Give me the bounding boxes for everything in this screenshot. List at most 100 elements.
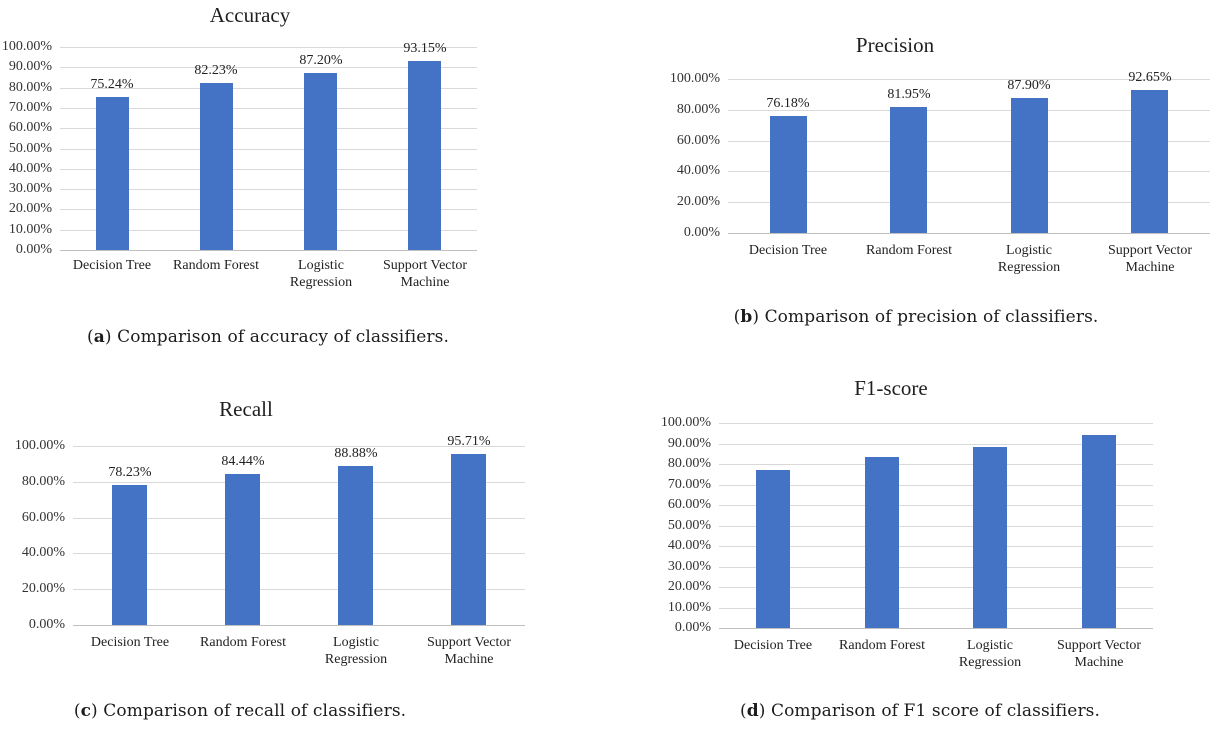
gridline [73, 589, 525, 590]
gridline [60, 149, 477, 150]
caption-paren-open: ( [87, 327, 94, 347]
caption-panel-letter: d [746, 701, 759, 721]
gridline [60, 67, 477, 68]
gridline [728, 171, 1210, 172]
bar-support-vector-machine [1131, 90, 1168, 233]
bar-decision-tree [756, 470, 790, 628]
chart-title: Recall [219, 397, 273, 421]
y-axis-tick-label: 70.00% [8, 100, 52, 115]
y-axis-tick-label: 40.00% [676, 163, 720, 178]
gridline [73, 482, 525, 483]
y-axis-tick-label: 30.00% [8, 181, 52, 196]
subfigure-caption-d: (d) Comparison of F1 score of classifier… [610, 700, 1220, 722]
gridline [719, 526, 1153, 527]
y-axis-tick-label: 80.00% [667, 456, 711, 471]
bar-support-vector-machine [408, 61, 441, 250]
gridline [60, 250, 477, 251]
bar-logistic-regression [1011, 98, 1048, 233]
y-axis-tick-label: 0.00% [674, 620, 711, 635]
gridline [728, 202, 1210, 203]
y-axis-tick-label: 90.00% [667, 436, 711, 451]
gridline [728, 233, 1210, 234]
y-axis-tick-label: 0.00% [683, 225, 720, 240]
caption-panel-letter: a [93, 327, 105, 347]
gridline [60, 209, 477, 210]
data-label: 95.71% [447, 434, 491, 449]
bar-random-forest [890, 107, 927, 233]
gridline [60, 189, 477, 190]
gridline [719, 587, 1153, 588]
caption-paren-close: ) [91, 701, 104, 721]
data-label: 87.90% [1007, 78, 1051, 93]
data-label: 84.44% [221, 454, 265, 469]
caption-paren-close: ) [104, 327, 118, 347]
caption-text: Comparison of recall of classifiers. [103, 701, 407, 721]
x-axis-category-label: Decision Tree [72, 258, 152, 273]
caption-paren-close: ) [758, 701, 771, 721]
chart-title: Precision [855, 33, 935, 57]
gridline [719, 423, 1153, 424]
gridline [719, 464, 1153, 465]
gridline [60, 108, 477, 109]
caption-paren-open: ( [73, 701, 81, 721]
bar-decision-tree [96, 97, 129, 250]
x-axis-category-label: Logistic Regression [958, 638, 1022, 670]
x-axis-category-label: Random Forest [866, 243, 952, 258]
bar-support-vector-machine [451, 454, 486, 625]
x-axis-category-label: Logistic Regression [324, 635, 388, 667]
gridline [719, 546, 1153, 547]
y-axis-tick-label: 0.00% [15, 242, 52, 257]
caption-paren-open: ( [733, 307, 741, 327]
bar-random-forest [200, 83, 233, 250]
caption-panel-letter: c [80, 701, 92, 721]
chart-title: F1-score [854, 376, 928, 400]
bar-logistic-regression [304, 73, 337, 250]
gridline [719, 628, 1153, 629]
gridline [728, 79, 1210, 80]
gridline [73, 553, 525, 554]
caption-text: Comparison of F1 score of classifiers. [770, 701, 1100, 721]
y-axis-tick-label: 60.00% [676, 133, 720, 148]
bar-decision-tree [770, 116, 807, 233]
caption-paren-open: ( [739, 701, 747, 721]
y-axis-tick-label: 50.00% [667, 518, 711, 533]
data-label: 76.18% [766, 96, 810, 111]
gridline [73, 625, 525, 626]
y-axis-tick-label: 40.00% [21, 545, 65, 560]
bar-random-forest [225, 474, 260, 625]
caption-paren-close: ) [752, 307, 765, 327]
bar-logistic-regression [338, 466, 373, 625]
gridline [719, 505, 1153, 506]
y-axis-tick-label: 100.00% [660, 415, 711, 430]
x-axis-category-label: Decision Tree [90, 635, 170, 650]
y-axis-tick-label: 100.00% [1, 39, 52, 54]
data-label: 78.23% [108, 465, 152, 480]
gridline [728, 110, 1210, 111]
x-axis-category-label: Support Vector Machine [426, 635, 512, 667]
y-axis-tick-label: 10.00% [8, 222, 52, 237]
gridline [719, 608, 1153, 609]
y-axis-tick-label: 60.00% [21, 510, 65, 525]
gridline [73, 518, 525, 519]
caption-text: Comparison of accuracy of classifiers. [117, 327, 449, 347]
gridline [719, 567, 1153, 568]
y-axis-tick-label: 80.00% [21, 474, 65, 489]
data-label: 92.65% [1128, 70, 1172, 85]
data-label: 93.15% [403, 41, 447, 56]
y-axis-tick-label: 90.00% [8, 59, 52, 74]
subfigure-caption-c: (c) Comparison of recall of classifiers. [0, 700, 550, 722]
chart-title: Accuracy [209, 3, 291, 27]
y-axis-tick-label: 10.00% [667, 600, 711, 615]
y-axis-tick-label: 50.00% [8, 141, 52, 156]
x-axis-category-label: Random Forest [839, 638, 925, 653]
data-label: 88.88% [334, 446, 378, 461]
x-axis-category-label: Logistic Regression [289, 258, 353, 290]
bar-logistic-regression [973, 447, 1007, 628]
data-label: 87.20% [299, 53, 343, 68]
y-axis-tick-label: 40.00% [8, 161, 52, 176]
x-axis-category-label: Logistic Regression [997, 243, 1061, 275]
y-axis-tick-label: 20.00% [21, 581, 65, 596]
y-axis-tick-label: 60.00% [8, 120, 52, 135]
gridline [728, 141, 1210, 142]
